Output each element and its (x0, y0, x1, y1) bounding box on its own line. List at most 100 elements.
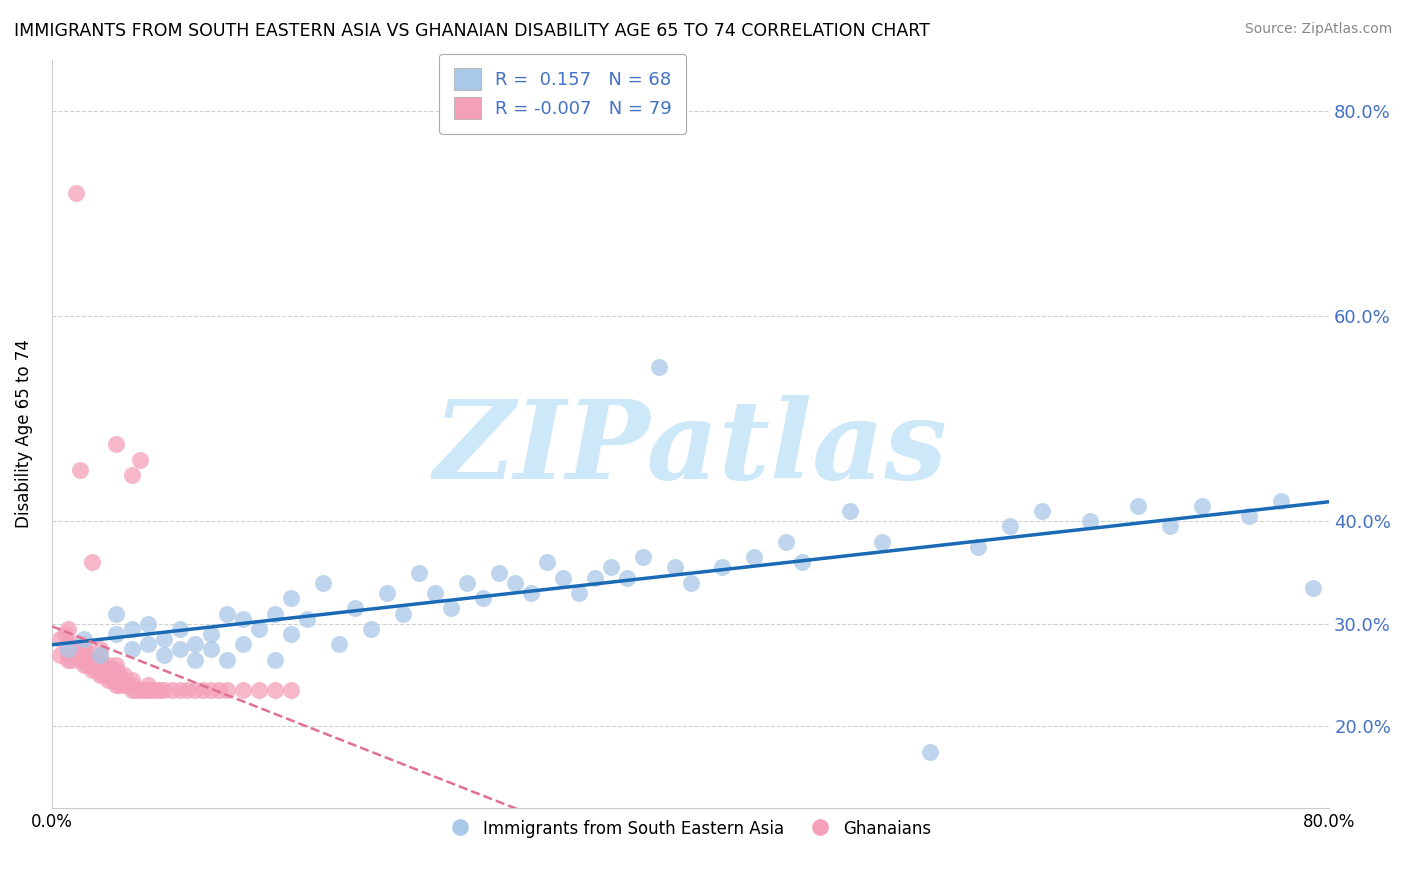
Point (104, 668, 127, 682)
Point (193, 683, 215, 698)
Point (169, 622, 191, 636)
Point (73, 637, 96, 651)
Point (408, 566, 430, 580)
Point (59, 653, 82, 667)
Point (217, 683, 239, 698)
Point (121, 678, 143, 692)
Point (65, 648, 87, 662)
Point (616, 571, 638, 585)
Point (184, 637, 207, 651)
Point (97, 668, 120, 682)
Text: Source: ZipAtlas.com: Source: ZipAtlas.com (1244, 22, 1392, 37)
Point (108, 678, 131, 692)
Point (73, 653, 96, 667)
Point (56, 637, 79, 651)
Point (145, 683, 167, 698)
Point (56, 642, 79, 657)
Point (176, 683, 198, 698)
Point (108, 668, 131, 682)
Point (152, 683, 174, 698)
Point (1302, 581, 1324, 595)
Point (169, 683, 191, 698)
Point (200, 627, 222, 641)
Point (232, 637, 254, 651)
Point (232, 612, 254, 626)
Point (599, 560, 621, 574)
Point (149, 683, 172, 698)
Point (121, 683, 143, 698)
Point (679, 575, 702, 590)
Point (1078, 514, 1101, 528)
Point (1191, 499, 1213, 513)
Point (136, 637, 159, 651)
Point (918, 745, 941, 759)
Point (456, 575, 478, 590)
Point (568, 586, 591, 600)
Point (89, 663, 111, 677)
Point (101, 663, 124, 677)
Point (80, 653, 103, 667)
Point (80, 555, 103, 569)
Point (503, 575, 526, 590)
Point (89, 642, 111, 657)
Point (998, 519, 1021, 533)
Point (264, 607, 287, 621)
Point (56, 648, 79, 662)
Point (53, 627, 76, 641)
Point (280, 591, 302, 606)
Point (217, 653, 239, 667)
Point (121, 622, 143, 636)
Point (86, 663, 108, 677)
Point (208, 683, 231, 698)
Point (121, 468, 143, 483)
Point (200, 683, 222, 698)
Point (344, 601, 367, 615)
Legend: Immigrants from South Eastern Asia, Ghanaians: Immigrants from South Eastern Asia, Ghan… (443, 814, 938, 845)
Point (73, 632, 96, 647)
Point (104, 678, 127, 692)
Point (65, 186, 87, 200)
Point (128, 452, 150, 467)
Point (328, 637, 350, 651)
Point (112, 673, 135, 688)
Point (520, 586, 543, 600)
Point (711, 560, 734, 574)
Point (870, 534, 893, 549)
Point (232, 683, 254, 698)
Point (375, 586, 398, 600)
Point (80, 657, 103, 672)
Point (160, 683, 183, 698)
Point (121, 642, 143, 657)
Point (488, 566, 510, 580)
Y-axis label: Disability Age 65 to 74: Disability Age 65 to 74 (15, 340, 32, 528)
Point (65, 642, 87, 657)
Point (112, 668, 135, 682)
Point (93, 663, 115, 677)
Point (360, 622, 382, 636)
Point (89, 668, 111, 682)
Point (73, 657, 96, 672)
Point (583, 571, 606, 585)
Point (152, 632, 174, 647)
Point (97, 663, 120, 677)
Point (89, 648, 111, 662)
Point (104, 663, 127, 677)
Point (792, 555, 814, 569)
Point (128, 683, 150, 698)
Point (65, 637, 87, 651)
Point (136, 678, 159, 692)
Point (73, 642, 96, 657)
Point (76, 657, 98, 672)
Point (89, 657, 111, 672)
Point (247, 622, 270, 636)
Point (112, 678, 135, 692)
Point (1270, 493, 1292, 508)
Point (104, 627, 127, 641)
Point (184, 653, 207, 667)
Point (56, 653, 79, 667)
Point (104, 437, 127, 451)
Point (1159, 519, 1181, 533)
Point (839, 504, 862, 518)
Point (91, 668, 114, 682)
Point (97, 673, 120, 688)
